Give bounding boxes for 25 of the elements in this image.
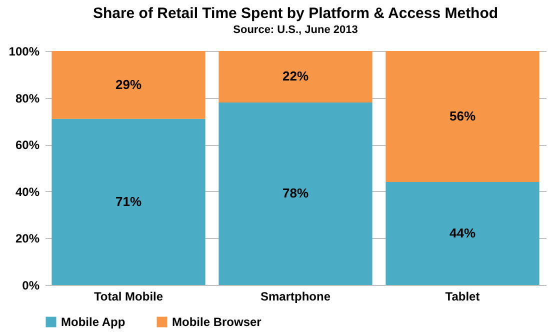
y-tick-label: 60% (15, 138, 40, 152)
bar (386, 182, 540, 285)
data-label: 56% (449, 108, 476, 124)
data-label: 29% (115, 76, 142, 92)
bar (386, 51, 540, 182)
x-tick-label: Smartphone (260, 290, 331, 304)
bar (52, 118, 206, 285)
chart-title: Share of Retail Time Spent by Platform & Access Method (92, 5, 498, 22)
bar (52, 51, 206, 119)
x-tick-label: Tablet (445, 290, 480, 304)
y-tick-label: 80% (15, 91, 40, 106)
data-label: 71% (115, 194, 142, 209)
legend-label: Mobile App (61, 315, 126, 329)
y-tick-label: 0% (22, 278, 40, 292)
y-tick-label: 20% (15, 232, 40, 246)
legend-label: Mobile Browser (172, 315, 262, 329)
bar (218, 102, 372, 285)
data-label: 78% (282, 186, 309, 201)
chart-subtitle: Source: U.S., June 2013 (233, 24, 358, 36)
data-label: 44% (449, 226, 476, 241)
x-tick-label: Total Mobile (94, 290, 164, 304)
y-tick-label: 40% (15, 184, 40, 199)
bar (218, 51, 372, 102)
data-label: 22% (282, 68, 309, 84)
y-tick-label: 100% (8, 44, 40, 58)
